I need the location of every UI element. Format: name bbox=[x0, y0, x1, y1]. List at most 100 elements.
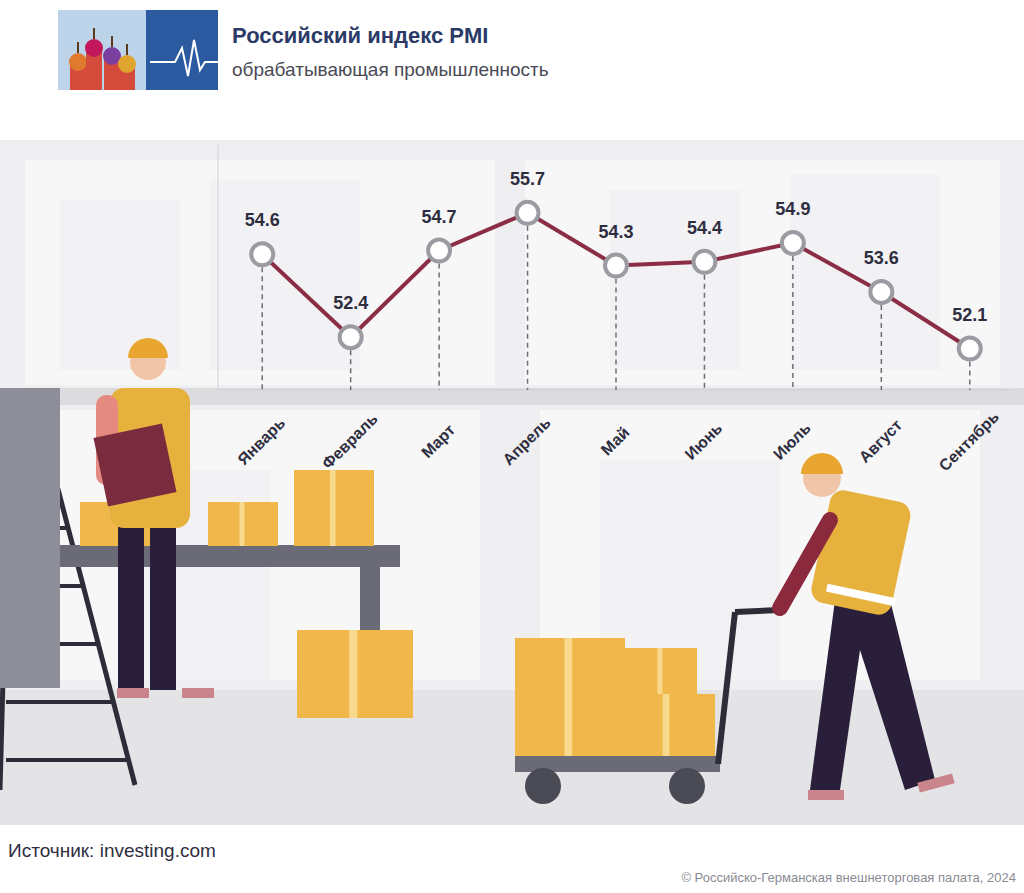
shoe bbox=[117, 688, 149, 698]
person-vest bbox=[809, 488, 913, 618]
person-legs bbox=[810, 600, 935, 790]
warehouse-bg bbox=[0, 140, 1024, 825]
marks bbox=[251, 202, 981, 390]
shelf-silhouette bbox=[790, 175, 940, 370]
data-label: 54.4 bbox=[687, 218, 722, 238]
source-note: Источник: investing.com bbox=[8, 840, 216, 861]
table-top bbox=[60, 545, 400, 567]
wall-panel bbox=[25, 160, 495, 385]
box-tape bbox=[657, 648, 662, 694]
ladder-rung bbox=[6, 700, 112, 704]
logo-spire bbox=[111, 36, 113, 47]
clipboard bbox=[93, 423, 176, 506]
shelf-silhouette bbox=[610, 190, 740, 370]
data-label: 54.6 bbox=[245, 210, 280, 230]
box-tape bbox=[663, 694, 670, 756]
data-point bbox=[605, 255, 627, 277]
chart-svg: Российский индекс PMI обрабатывающая пром… bbox=[0, 0, 1024, 893]
background bbox=[0, 0, 1024, 893]
logo-spire bbox=[126, 44, 128, 55]
drop-line bbox=[704, 275, 706, 390]
data-label: 52.1 bbox=[952, 305, 987, 325]
header bbox=[58, 10, 218, 90]
table-leg bbox=[360, 567, 380, 632]
logo-bg bbox=[58, 10, 218, 90]
wheel bbox=[669, 768, 705, 804]
helmet bbox=[128, 338, 168, 358]
shelf-silhouette bbox=[60, 200, 180, 370]
logo-dome bbox=[85, 39, 103, 57]
x-tick-label: Май bbox=[598, 424, 633, 459]
x-tick-label: Июль bbox=[770, 419, 814, 463]
data-label: 53.6 bbox=[864, 248, 899, 268]
ladder-rung bbox=[6, 758, 127, 762]
page-bg bbox=[0, 0, 1024, 893]
shoe bbox=[917, 774, 954, 793]
logo-spire bbox=[77, 42, 79, 53]
x-tick-label: Апрель bbox=[499, 414, 553, 468]
data-point bbox=[959, 338, 981, 360]
box bbox=[620, 694, 715, 756]
drop-line bbox=[261, 267, 263, 390]
copyright: © Российско-Германская внешнеторговая па… bbox=[681, 870, 1016, 885]
data-label: 52.4 bbox=[333, 293, 368, 313]
logo-sky bbox=[58, 10, 146, 90]
box bbox=[515, 638, 625, 756]
data-point bbox=[428, 240, 450, 262]
x-tick-label: Сентябрь bbox=[936, 408, 1002, 474]
person-leg bbox=[118, 520, 144, 690]
data-point bbox=[340, 326, 362, 348]
x-tick-label: Март bbox=[418, 421, 458, 461]
data-point bbox=[251, 243, 273, 265]
data-label: 54.3 bbox=[598, 222, 633, 242]
subtitle: обрабатывающая промышленность bbox=[232, 59, 549, 80]
shoe bbox=[808, 790, 844, 800]
data-label: 54.9 bbox=[775, 199, 810, 219]
chart: 54.6 52.4 54.7 55.7 54.3 54.4 54.9 53.6 52.1 Янва… bbox=[218, 145, 1014, 474]
drop-line bbox=[350, 350, 352, 390]
title: Российский индекс PMI bbox=[232, 23, 488, 48]
box-tape bbox=[349, 630, 357, 718]
x-tick-label: Август bbox=[856, 416, 906, 466]
drop-line bbox=[615, 279, 617, 390]
box bbox=[294, 470, 374, 546]
box-tape bbox=[330, 470, 336, 546]
logo-dome bbox=[118, 55, 136, 73]
data-point bbox=[517, 202, 539, 224]
helmet bbox=[801, 453, 843, 474]
drop-line bbox=[881, 305, 883, 390]
logo-dome bbox=[69, 53, 87, 71]
data-point bbox=[782, 232, 804, 254]
shelf-silhouette bbox=[600, 460, 780, 680]
data-point bbox=[870, 281, 892, 303]
person-arm bbox=[780, 520, 830, 608]
logo-spire bbox=[93, 28, 95, 39]
drop-line bbox=[792, 256, 794, 390]
data-label: 55.7 bbox=[510, 169, 545, 189]
box bbox=[625, 648, 697, 694]
logo-pulse bbox=[150, 40, 218, 76]
box-tape bbox=[240, 502, 245, 546]
drop-line bbox=[969, 362, 971, 390]
cart-handle bbox=[718, 612, 735, 764]
person-leg bbox=[150, 520, 176, 690]
vest-stripe bbox=[826, 584, 896, 606]
chart-root: Российский индекс PMI обрабатывающая пром… bbox=[0, 0, 1024, 893]
wall-panel bbox=[525, 160, 1000, 385]
pillar bbox=[0, 388, 60, 688]
data-point bbox=[693, 251, 715, 273]
x-tick-label: Январь bbox=[234, 414, 288, 468]
data-line bbox=[262, 213, 970, 349]
x-tick-label: Июнь bbox=[682, 419, 726, 463]
y-axis-line bbox=[218, 145, 219, 390]
box bbox=[297, 630, 413, 718]
floor bbox=[0, 690, 1024, 825]
drop-line bbox=[527, 226, 529, 390]
box-tape bbox=[565, 638, 573, 756]
wheel bbox=[525, 768, 561, 804]
data-label: 54.7 bbox=[422, 207, 457, 227]
drop-line bbox=[438, 264, 440, 390]
shoe bbox=[182, 688, 214, 698]
box bbox=[208, 502, 278, 546]
illustration bbox=[0, 338, 955, 804]
